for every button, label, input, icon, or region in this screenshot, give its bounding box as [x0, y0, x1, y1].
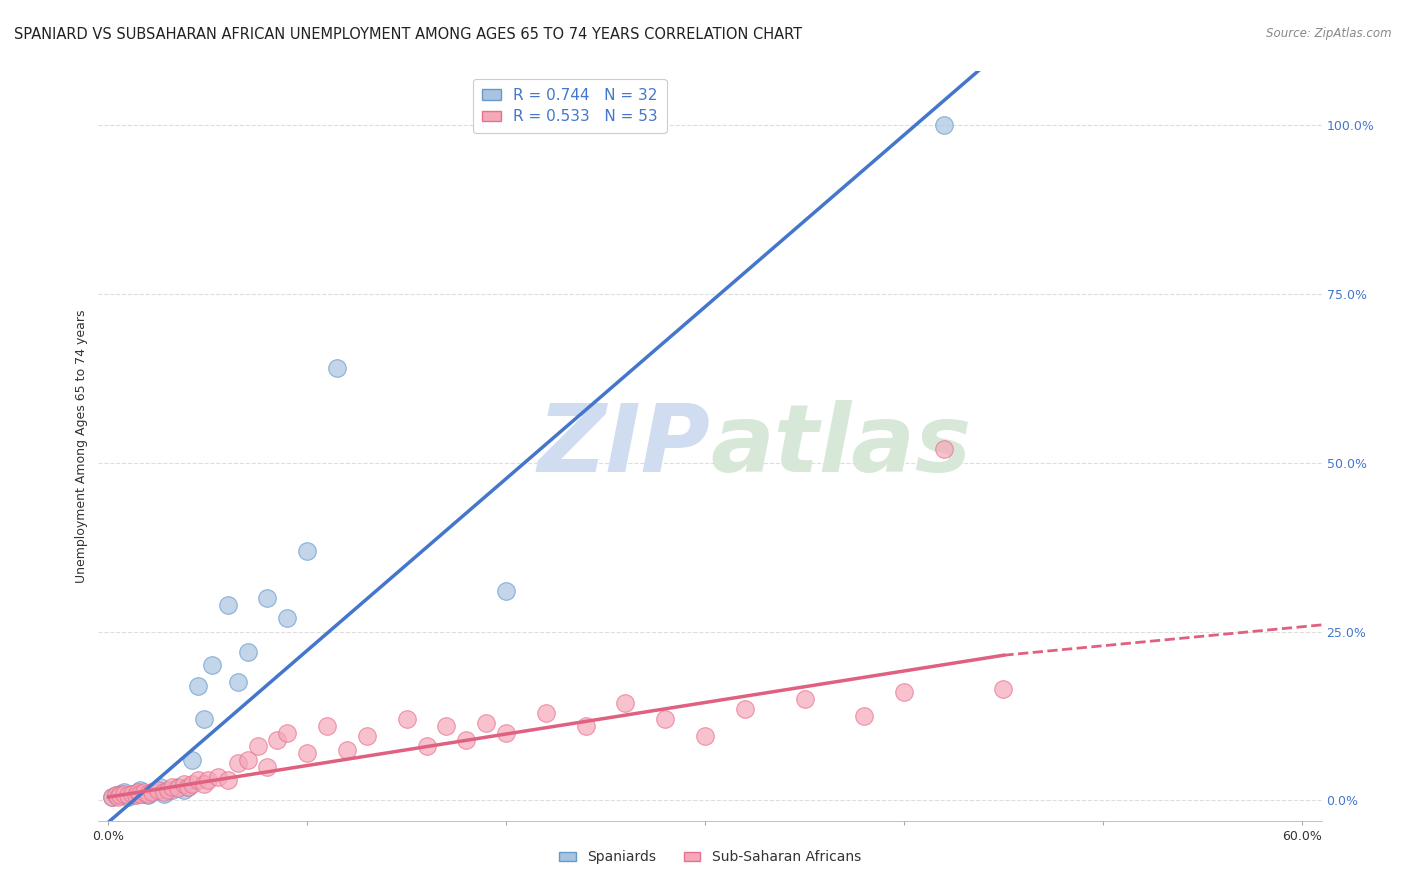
Point: [236, 753, 259, 767]
Point: [395, 712, 418, 726]
Point: [101, 790, 124, 805]
Point: [356, 729, 378, 743]
Point: [256, 759, 278, 773]
Point: [187, 679, 209, 693]
Point: [276, 726, 298, 740]
Point: [141, 785, 163, 799]
Point: [149, 780, 172, 794]
Point: [180, 776, 202, 790]
Point: [693, 729, 716, 743]
Point: [153, 785, 176, 799]
Point: [326, 361, 349, 376]
Y-axis label: Unemployment Among Ages 65 to 74 years: Unemployment Among Ages 65 to 74 years: [75, 310, 89, 582]
Point: [121, 787, 143, 801]
Point: [122, 788, 145, 802]
Point: [112, 787, 135, 801]
Point: [112, 785, 135, 799]
Point: [136, 787, 159, 801]
Point: [134, 785, 156, 799]
Point: [993, 681, 1015, 696]
Point: [187, 773, 209, 788]
Text: ZIP: ZIP: [537, 400, 710, 492]
Text: atlas: atlas: [710, 400, 972, 492]
Point: [134, 787, 156, 801]
Point: [575, 719, 598, 733]
Point: [157, 783, 180, 797]
Point: [217, 598, 239, 612]
Point: [276, 611, 298, 625]
Point: [146, 783, 169, 797]
Point: [145, 783, 167, 797]
Point: [129, 783, 152, 797]
Point: [932, 442, 955, 457]
Point: [932, 119, 955, 133]
Point: [415, 739, 437, 754]
Point: [129, 787, 152, 801]
Point: [173, 776, 195, 790]
Point: [105, 788, 128, 802]
Point: [177, 780, 200, 794]
Point: [110, 787, 132, 801]
Point: [226, 675, 249, 690]
Point: [226, 756, 249, 771]
Point: [173, 783, 195, 797]
Point: [893, 685, 915, 699]
Legend: Spaniards, Sub-Saharan Africans: Spaniards, Sub-Saharan Africans: [554, 845, 866, 870]
Point: [193, 712, 215, 726]
Point: [167, 781, 190, 796]
Text: SPANIARD VS SUBSAHARAN AFRICAN UNEMPLOYMENT AMONG AGES 65 TO 74 YEARS CORRELATIO: SPANIARD VS SUBSAHARAN AFRICAN UNEMPLOYM…: [14, 27, 803, 42]
Point: [153, 787, 176, 801]
Point: [495, 584, 517, 599]
Point: [121, 787, 143, 801]
Point: [793, 692, 815, 706]
Point: [654, 712, 676, 726]
Point: [297, 543, 319, 558]
Point: [853, 709, 876, 723]
Point: [117, 788, 139, 802]
Point: [180, 753, 202, 767]
Point: [160, 780, 183, 794]
Point: [495, 726, 517, 740]
Point: [336, 743, 359, 757]
Point: [614, 696, 637, 710]
Point: [475, 715, 498, 730]
Point: [316, 719, 339, 733]
Point: [236, 645, 259, 659]
Point: [193, 776, 215, 790]
Point: [201, 658, 224, 673]
Point: [110, 788, 132, 802]
Text: Source: ZipAtlas.com: Source: ZipAtlas.com: [1267, 27, 1392, 40]
Point: [266, 732, 288, 747]
Point: [246, 739, 269, 754]
Point: [117, 790, 139, 805]
Point: [256, 591, 278, 605]
Point: [207, 770, 229, 784]
Point: [456, 732, 478, 747]
Point: [125, 788, 148, 802]
Point: [734, 702, 756, 716]
Point: [197, 773, 219, 788]
Point: [107, 790, 129, 805]
Point: [534, 706, 557, 720]
Point: [105, 788, 128, 802]
Point: [160, 783, 183, 797]
Point: [127, 785, 149, 799]
Point: [136, 788, 159, 802]
Point: [177, 780, 200, 794]
Point: [217, 773, 239, 788]
Point: [167, 780, 190, 794]
Point: [101, 790, 124, 805]
Point: [127, 785, 149, 799]
Point: [297, 746, 319, 760]
Point: [436, 719, 458, 733]
Point: [141, 785, 163, 799]
